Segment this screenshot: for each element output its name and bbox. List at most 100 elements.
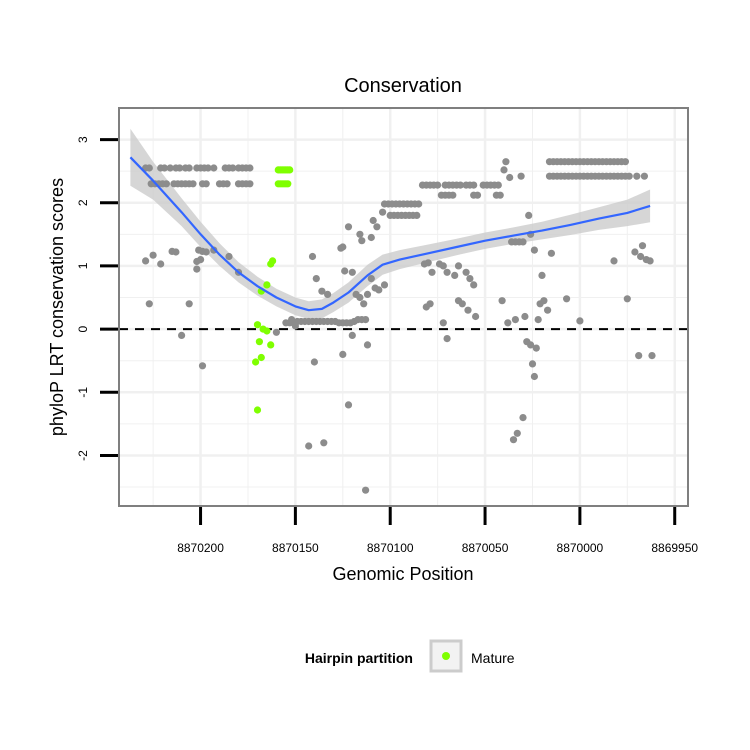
point-other xyxy=(458,300,466,308)
x-tick-label: 8870200 xyxy=(177,541,224,555)
point-mature xyxy=(267,341,275,349)
point-other xyxy=(356,293,364,302)
confidence-ribbon xyxy=(130,128,651,319)
point-other xyxy=(185,164,193,172)
point-other xyxy=(525,211,533,219)
point-other xyxy=(308,252,317,261)
point-other xyxy=(521,312,529,321)
point-other xyxy=(415,200,423,208)
legend-label-mature: Mature xyxy=(471,650,515,666)
point-other xyxy=(360,300,368,308)
point-other xyxy=(185,300,193,308)
point-other xyxy=(439,319,447,327)
point-mature xyxy=(284,180,292,188)
point-other xyxy=(523,338,531,346)
point-other xyxy=(426,300,434,308)
legend-key xyxy=(429,639,463,673)
legend-title: Hairpin partition xyxy=(305,650,413,666)
point-other xyxy=(494,181,502,189)
point-other xyxy=(633,172,641,180)
point-other xyxy=(367,275,375,283)
point-other xyxy=(511,316,519,324)
point-other xyxy=(363,290,372,298)
point-other xyxy=(166,164,174,172)
y-tick-label: -2 xyxy=(76,450,90,461)
point-other xyxy=(443,268,451,276)
point-other xyxy=(538,271,546,279)
point-other xyxy=(506,173,514,182)
x-tick-label: 8869950 xyxy=(651,541,698,555)
point-other xyxy=(648,352,656,360)
point-other xyxy=(625,172,633,180)
point-other xyxy=(635,352,643,360)
point-other xyxy=(375,286,383,294)
point-other xyxy=(246,164,254,172)
point-other xyxy=(197,256,205,264)
point-other xyxy=(202,180,210,188)
point-mature xyxy=(286,166,294,174)
point-other xyxy=(189,180,197,188)
point-other xyxy=(210,164,218,172)
point-other xyxy=(462,268,470,276)
point-other xyxy=(367,233,375,242)
point-other xyxy=(610,257,618,265)
point-other xyxy=(369,216,377,225)
point-other xyxy=(172,248,180,256)
point-other xyxy=(576,317,584,325)
point-other xyxy=(504,319,512,327)
y-tick-label: 2 xyxy=(76,199,90,206)
x-tick-label: 8870000 xyxy=(557,541,604,555)
point-other xyxy=(439,262,447,270)
point-mature xyxy=(263,281,271,289)
point-other xyxy=(363,341,372,349)
point-other xyxy=(341,267,349,275)
y-axis: -2 -1 0 1 2 3 xyxy=(76,136,118,461)
point-other xyxy=(339,243,347,251)
point-mature xyxy=(257,353,265,362)
smooth-line xyxy=(129,156,651,312)
legend: Hairpin partition Mature xyxy=(305,639,515,673)
x-tick-label: 8870150 xyxy=(272,541,319,555)
legend-key-mature-swatch xyxy=(442,652,450,660)
point-other xyxy=(638,242,647,250)
point-other xyxy=(513,429,521,437)
point-other xyxy=(162,180,170,188)
point-other xyxy=(640,172,649,180)
point-other xyxy=(310,358,318,366)
panel-border xyxy=(118,107,689,507)
point-other xyxy=(563,295,571,303)
point-other xyxy=(532,344,540,352)
point-other xyxy=(305,442,313,450)
point-other xyxy=(318,287,326,295)
point-other xyxy=(536,300,544,308)
point-other xyxy=(519,414,527,422)
point-other xyxy=(160,164,169,172)
point-other xyxy=(547,249,556,257)
point-other xyxy=(428,268,436,276)
data-points xyxy=(142,158,656,494)
point-other xyxy=(466,275,474,283)
point-other xyxy=(362,316,370,324)
point-other xyxy=(225,252,233,261)
point-mature xyxy=(263,327,271,335)
point-other xyxy=(204,164,212,172)
point-other xyxy=(621,158,630,166)
point-other xyxy=(193,265,201,273)
point-other xyxy=(272,328,280,336)
point-other xyxy=(413,211,421,219)
point-other xyxy=(362,486,370,494)
point-other xyxy=(500,166,508,174)
point-other xyxy=(519,238,527,246)
point-other xyxy=(424,259,432,267)
point-other xyxy=(202,248,210,256)
point-other xyxy=(380,281,389,289)
point-other xyxy=(229,164,237,172)
point-other xyxy=(198,362,207,370)
point-other xyxy=(176,164,184,172)
point-other xyxy=(145,300,153,308)
point-other xyxy=(373,223,381,231)
point-other xyxy=(339,350,347,358)
point-other xyxy=(528,360,537,368)
point-other xyxy=(454,262,463,270)
point-other xyxy=(178,331,186,339)
